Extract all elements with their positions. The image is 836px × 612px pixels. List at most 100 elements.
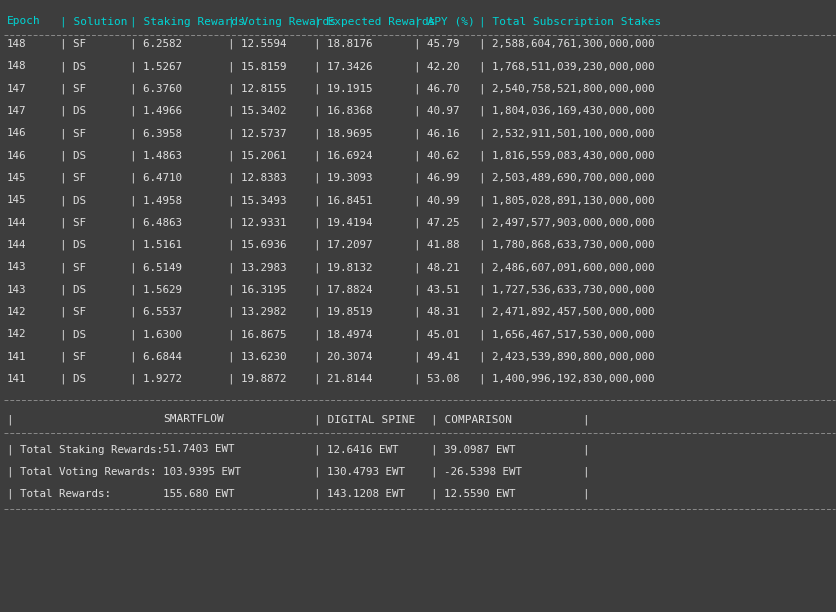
Text: | Total Voting Rewards:: | Total Voting Rewards: (7, 466, 156, 477)
Text: | 19.8519: | 19.8519 (314, 307, 372, 318)
Text: | 2,540,758,521,800,000,000: | 2,540,758,521,800,000,000 (478, 83, 654, 94)
Text: | 2,423,539,890,800,000,000: | 2,423,539,890,800,000,000 (478, 351, 654, 362)
Text: | 42.20: | 42.20 (414, 61, 459, 72)
Text: | 45.79: | 45.79 (414, 39, 459, 50)
Text: 145: 145 (7, 195, 26, 206)
Text: | 1.4958: | 1.4958 (130, 195, 181, 206)
Text: | 16.8451: | 16.8451 (314, 195, 372, 206)
Text: |: | (581, 466, 588, 477)
Text: | 130.4793 EWT: | 130.4793 EWT (314, 466, 405, 477)
Text: | 1,804,036,169,430,000,000: | 1,804,036,169,430,000,000 (478, 106, 654, 116)
Text: | 46.99: | 46.99 (414, 173, 459, 184)
Text: | 1.5629: | 1.5629 (130, 285, 181, 295)
Text: | 12.9331: | 12.9331 (227, 217, 286, 228)
Text: | 1.9272: | 1.9272 (130, 374, 181, 384)
Text: | 6.3958: | 6.3958 (130, 128, 181, 139)
Text: | 12.5737: | 12.5737 (227, 128, 286, 139)
Text: Epoch: Epoch (7, 17, 40, 26)
Text: | Voting Rewards: | Voting Rewards (227, 16, 335, 27)
Text: | 18.4974: | 18.4974 (314, 329, 372, 340)
Text: | DIGITAL SPINE: | DIGITAL SPINE (314, 414, 415, 425)
Text: | 19.8132: | 19.8132 (314, 262, 372, 273)
Text: 146: 146 (7, 129, 26, 138)
Text: | 39.0987 EWT: | 39.0987 EWT (431, 444, 515, 455)
Text: | 40.97: | 40.97 (414, 106, 459, 116)
Text: | 6.4710: | 6.4710 (130, 173, 181, 184)
Text: | 12.6416 EWT: | 12.6416 EWT (314, 444, 398, 455)
Text: | 1.5267: | 1.5267 (130, 61, 181, 72)
Text: | 16.8675: | 16.8675 (227, 329, 286, 340)
Text: | 21.8144: | 21.8144 (314, 374, 372, 384)
Text: | 16.6924: | 16.6924 (314, 151, 372, 161)
Text: | 2,486,607,091,600,000,000: | 2,486,607,091,600,000,000 (478, 262, 654, 273)
Text: | 49.41: | 49.41 (414, 351, 459, 362)
Text: | -26.5398 EWT: | -26.5398 EWT (431, 466, 522, 477)
Text: | 40.99: | 40.99 (414, 195, 459, 206)
Text: |: | (7, 414, 20, 425)
Text: | 46.70: | 46.70 (414, 83, 459, 94)
Text: | DS: | DS (60, 285, 86, 295)
Text: | SF: | SF (60, 39, 86, 50)
Text: | 16.3195: | 16.3195 (227, 285, 286, 295)
Text: | 12.8155: | 12.8155 (227, 83, 286, 94)
Text: 144: 144 (7, 218, 26, 228)
Text: | DS: | DS (60, 106, 86, 116)
Text: | 17.2097: | 17.2097 (314, 240, 372, 250)
Text: | Solution: | Solution (60, 16, 128, 27)
Text: | 15.3402: | 15.3402 (227, 106, 286, 116)
Text: | 1.4863: | 1.4863 (130, 151, 181, 161)
Text: | 6.5149: | 6.5149 (130, 262, 181, 273)
Text: | 13.2982: | 13.2982 (227, 307, 286, 318)
Text: | DS: | DS (60, 61, 86, 72)
Text: | Total Subscription Stakes: | Total Subscription Stakes (478, 16, 660, 27)
Text: | SF: | SF (60, 262, 86, 273)
Text: | 6.2582: | 6.2582 (130, 39, 181, 50)
Text: 147: 147 (7, 106, 26, 116)
Text: 148: 148 (7, 61, 26, 72)
Text: | 12.8383: | 12.8383 (227, 173, 286, 184)
Text: | 15.8159: | 15.8159 (227, 61, 286, 72)
Text: | 53.08: | 53.08 (414, 374, 459, 384)
Text: 145: 145 (7, 173, 26, 183)
Text: 142: 142 (7, 329, 26, 340)
Text: | SF: | SF (60, 351, 86, 362)
Text: | 13.2983: | 13.2983 (227, 262, 286, 273)
Text: | 1,816,559,083,430,000,000: | 1,816,559,083,430,000,000 (478, 151, 654, 161)
Text: | Expected Rewards: | Expected Rewards (314, 16, 435, 27)
Text: | 1.6300: | 1.6300 (130, 329, 181, 340)
Text: | 19.8872: | 19.8872 (227, 374, 286, 384)
Text: | 1.5161: | 1.5161 (130, 240, 181, 250)
Text: 142: 142 (7, 307, 26, 317)
Text: | 16.8368: | 16.8368 (314, 106, 372, 116)
Text: | 17.3426: | 17.3426 (314, 61, 372, 72)
Text: |: | (581, 444, 588, 455)
Text: |: | (581, 489, 588, 499)
Text: | 17.8824: | 17.8824 (314, 285, 372, 295)
Text: | DS: | DS (60, 151, 86, 161)
Text: | 1,768,511,039,230,000,000: | 1,768,511,039,230,000,000 (478, 61, 654, 72)
Text: | 2,588,604,761,300,000,000: | 2,588,604,761,300,000,000 (478, 39, 654, 50)
Text: |: | (581, 414, 588, 425)
Text: | 15.3493: | 15.3493 (227, 195, 286, 206)
Text: 141: 141 (7, 352, 26, 362)
Text: | SF: | SF (60, 307, 86, 318)
Text: | 12.5590 EWT: | 12.5590 EWT (431, 489, 515, 499)
Text: | 12.5594: | 12.5594 (227, 39, 286, 50)
Text: | 18.8176: | 18.8176 (314, 39, 372, 50)
Text: | 2,503,489,690,700,000,000: | 2,503,489,690,700,000,000 (478, 173, 654, 184)
Text: | 48.21: | 48.21 (414, 262, 459, 273)
Text: | 46.16: | 46.16 (414, 128, 459, 139)
Text: | 15.6936: | 15.6936 (227, 240, 286, 250)
Text: | 1,727,536,633,730,000,000: | 1,727,536,633,730,000,000 (478, 285, 654, 295)
Text: | 45.01: | 45.01 (414, 329, 459, 340)
Text: SMARTFLOW: SMARTFLOW (163, 414, 224, 424)
Text: 141: 141 (7, 374, 26, 384)
Text: | 48.31: | 48.31 (414, 307, 459, 318)
Text: | 19.3093: | 19.3093 (314, 173, 372, 184)
Text: | DS: | DS (60, 240, 86, 250)
Text: | Total Staking Rewards:: | Total Staking Rewards: (7, 444, 162, 455)
Text: | 43.51: | 43.51 (414, 285, 459, 295)
Text: | 143.1208 EWT: | 143.1208 EWT (314, 489, 405, 499)
Text: | 2,471,892,457,500,000,000: | 2,471,892,457,500,000,000 (478, 307, 654, 318)
Text: | 1,656,467,517,530,000,000: | 1,656,467,517,530,000,000 (478, 329, 654, 340)
